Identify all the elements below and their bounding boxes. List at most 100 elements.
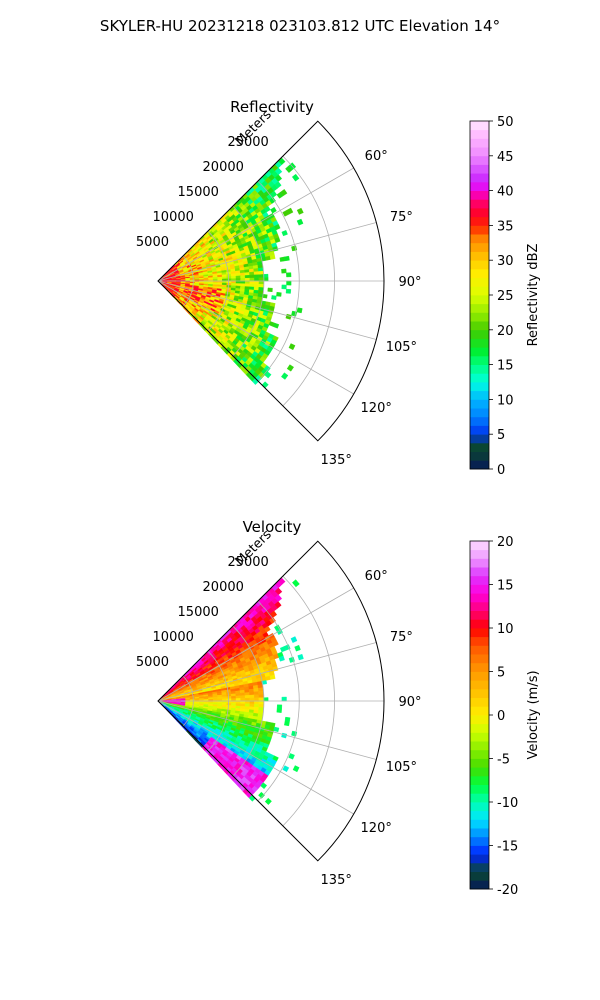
colorbar-segment <box>470 654 489 664</box>
reflectivity-title: Reflectivity <box>230 98 314 116</box>
colorbar-segment <box>470 567 489 577</box>
colorbar-segment <box>470 819 489 829</box>
colorbar-segment <box>470 138 489 148</box>
colorbar-segment <box>470 802 489 812</box>
colorbar-segment <box>470 862 489 872</box>
sector-frame <box>157 540 385 862</box>
colorbar-label: Velocity (m/s) <box>526 670 541 759</box>
colorbar-segment <box>470 836 489 846</box>
colorbar-segment <box>470 416 489 426</box>
colorbar-segment <box>470 190 489 200</box>
colorbar-segment <box>470 628 489 638</box>
colorbar-segment <box>470 390 489 400</box>
colorbar-segment <box>470 155 489 165</box>
colorbar-tick-label: 45 <box>497 150 514 165</box>
colorbar-segment <box>470 619 489 629</box>
colorbar-segment <box>470 775 489 785</box>
colorbar-segment <box>470 793 489 803</box>
colorbar-segment <box>470 715 489 725</box>
colorbar-segment <box>470 758 489 768</box>
colorbar-segment <box>470 784 489 794</box>
colorbar-segment <box>470 329 489 339</box>
colorbar-segment <box>470 749 489 759</box>
colorbar-segment <box>470 173 489 183</box>
radial-tick-label: 20000 <box>203 160 244 175</box>
colorbar-segment <box>470 680 489 690</box>
angle-tick-label: 60° <box>365 569 388 584</box>
angle-tick-label: 90° <box>398 275 421 290</box>
radial-tick-label: 20000 <box>203 580 244 595</box>
colorbar-tick-label: 15 <box>497 359 514 374</box>
velocity-title: Velocity <box>243 518 302 536</box>
colorbar-tick-label: 5 <box>497 666 505 681</box>
colorbar-segment <box>470 408 489 418</box>
azimuth-spoke <box>157 280 354 395</box>
colorbar-segment <box>470 129 489 139</box>
colorbar-segment <box>470 442 489 452</box>
colorbar-segment <box>470 584 489 594</box>
colorbar-segment <box>470 251 489 261</box>
colorbar-segment <box>470 460 489 470</box>
colorbar-segment <box>470 355 489 365</box>
colorbar-segment <box>470 364 489 374</box>
radial-tick-label: 10000 <box>153 630 194 645</box>
colorbar-tick-label: 10 <box>497 622 514 637</box>
colorbar-segment <box>470 199 489 209</box>
colorbar-tick-label: 15 <box>497 579 514 594</box>
colorbar-segment <box>470 216 489 226</box>
azimuth-spoke <box>157 587 354 702</box>
colorbar-segment <box>470 828 489 838</box>
radial-tick-label: 10000 <box>153 210 194 225</box>
angle-tick-label: 75° <box>390 630 413 645</box>
colorbar-tick-label: -5 <box>497 753 510 768</box>
colorbar-segment <box>470 636 489 646</box>
colorbar-segment <box>470 549 489 559</box>
angle-tick-label: 135° <box>321 873 352 888</box>
colorbar-segment <box>470 662 489 672</box>
colorbar-segment <box>470 277 489 287</box>
colorbar-segment <box>470 593 489 603</box>
colorbar-tick-label: 5 <box>497 428 505 443</box>
colorbar-segment <box>470 164 489 174</box>
colorbar-segment <box>470 732 489 742</box>
colorbar-tick-label: -10 <box>497 796 518 811</box>
colorbar-segment <box>470 268 489 278</box>
colorbar-tick-label: -15 <box>497 840 518 855</box>
colorbar-segment <box>470 706 489 716</box>
azimuth-spoke <box>157 642 377 702</box>
radial-tick-label: 5000 <box>136 235 169 250</box>
velocity-colorbar: -20 -15 -10 -5 0 5 10 15 20 Velocity (m/s) <box>469 535 541 898</box>
colorbar-segment <box>470 601 489 611</box>
colorbar-segment <box>470 723 489 733</box>
radial-tick-label: 15000 <box>178 605 219 620</box>
reflectivity-field <box>157 157 304 389</box>
colorbar-segment <box>470 688 489 698</box>
colorbar-segment <box>470 382 489 392</box>
radial-tick-label: 25000 <box>227 135 268 150</box>
figure-title: SKYLER-HU 20231218 023103.812 UTC Elevat… <box>100 17 500 35</box>
colorbar-tick-label: -20 <box>497 883 518 898</box>
colorbar-tick-label: 25 <box>497 289 514 304</box>
colorbar-tick-label: 20 <box>497 324 514 339</box>
colorbar-tick-label: 10 <box>497 393 514 408</box>
azimuth-spoke <box>157 167 354 282</box>
angle-tick-label: 75° <box>390 210 413 225</box>
colorbar-segment <box>470 338 489 348</box>
reflectivity-panel: Reflectivity 5000 10000 15000 20000 25000 60°… <box>136 98 541 478</box>
colorbar-segment <box>470 845 489 855</box>
reflectivity-colorbar: 0 5 10 15 20 25 30 35 40 45 50 Reflectivity dBZ <box>469 115 541 478</box>
colorbar-segment <box>470 347 489 357</box>
colorbar-label: Reflectivity dBZ <box>526 244 541 347</box>
angle-tick-label: 90° <box>398 695 421 710</box>
colorbar-tick-label: 20 <box>497 535 514 550</box>
colorbar-segment <box>470 558 489 568</box>
colorbar-segment <box>470 541 489 551</box>
colorbar-segment <box>470 741 489 751</box>
colorbar-segment <box>470 181 489 191</box>
angle-tick-label: 120° <box>361 821 392 836</box>
radial-tick-label: 5000 <box>136 655 169 670</box>
colorbar-segment <box>470 399 489 409</box>
angle-tick-label: 105° <box>386 340 417 355</box>
angle-tick-label: 105° <box>386 760 417 775</box>
